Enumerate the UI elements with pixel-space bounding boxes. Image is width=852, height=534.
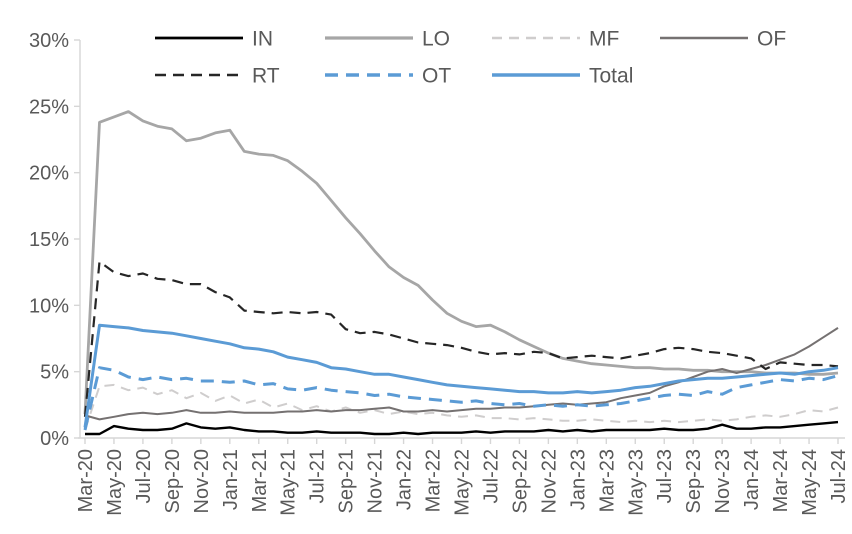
series-line-Total (83, 323, 839, 428)
x-tick-label: Nov-22 (538, 449, 560, 513)
x-tick-label: May-21 (278, 449, 300, 516)
x-tick-label: Jan-23 (567, 449, 589, 510)
legend-item-RT: RT (155, 64, 280, 87)
series-line-OF (84, 327, 839, 421)
x-tick-label: Jan-21 (220, 449, 242, 510)
x-tick-label: Mar-23 (596, 449, 618, 512)
x-tick-label: Mar-20 (75, 449, 97, 512)
x-tick-label: Jul-22 (480, 449, 502, 503)
legend-item-LO: LO (325, 27, 450, 50)
y-tick-label: 15% (29, 229, 69, 251)
x-tick-label: Nov-23 (712, 449, 734, 513)
x-tick-label: Nov-21 (365, 449, 387, 513)
x-tick-label: May-20 (104, 449, 126, 516)
x-tick-label: May-24 (799, 449, 821, 516)
x-tick-label: Jul-21 (307, 449, 329, 503)
legend-label-OF: OF (757, 27, 786, 50)
x-tick-label: Mar-24 (770, 449, 792, 512)
x-tick-label: Mar-22 (423, 449, 445, 512)
legend-label-RT: RT (252, 64, 280, 87)
legend-label-IN: IN (252, 27, 273, 50)
legend-item-OT: OT (325, 64, 451, 87)
series-line-OT (83, 366, 839, 431)
x-tick-label: Sep-20 (162, 449, 184, 514)
series-line-LO (83, 110, 839, 415)
legend-label-OT: OT (422, 64, 451, 87)
x-tick-label: Nov-20 (191, 449, 213, 513)
x-tick-label: Jul-24 (828, 449, 850, 503)
y-tick-label: 5% (40, 362, 69, 384)
legend-label-Total: Total (589, 64, 633, 87)
x-tick-label: May-22 (452, 449, 474, 516)
legend-item-IN: IN (155, 27, 273, 50)
y-tick-label: 30% (29, 30, 69, 52)
x-tick-label: Sep-22 (509, 449, 531, 514)
x-tick-label: Jan-22 (394, 449, 416, 510)
x-tick-label: Sep-23 (683, 449, 705, 514)
y-tick-label: 20% (29, 163, 69, 185)
x-tick-label: May-23 (625, 449, 647, 516)
x-tick-label: Mar-21 (249, 449, 271, 512)
legend-label-MF: MF (589, 27, 619, 50)
legend-item-OF: OF (660, 27, 786, 50)
legend-item-MF: MF (492, 27, 619, 50)
y-tick-label: 0% (40, 428, 69, 450)
legend-label-LO: LO (422, 27, 450, 50)
y-tick-label: 25% (29, 96, 69, 118)
x-tick-label: Jul-20 (133, 449, 155, 503)
y-tick-label: 10% (29, 295, 69, 317)
series-line-MF (84, 383, 839, 431)
x-tick-label: Jul-23 (654, 449, 676, 503)
x-tick-label: Jan-24 (741, 449, 763, 510)
x-tick-label: Sep-21 (336, 449, 358, 514)
series-line-IN (85, 420, 839, 436)
legend-item-Total: Total (492, 64, 633, 87)
series-line-RT (83, 260, 839, 417)
